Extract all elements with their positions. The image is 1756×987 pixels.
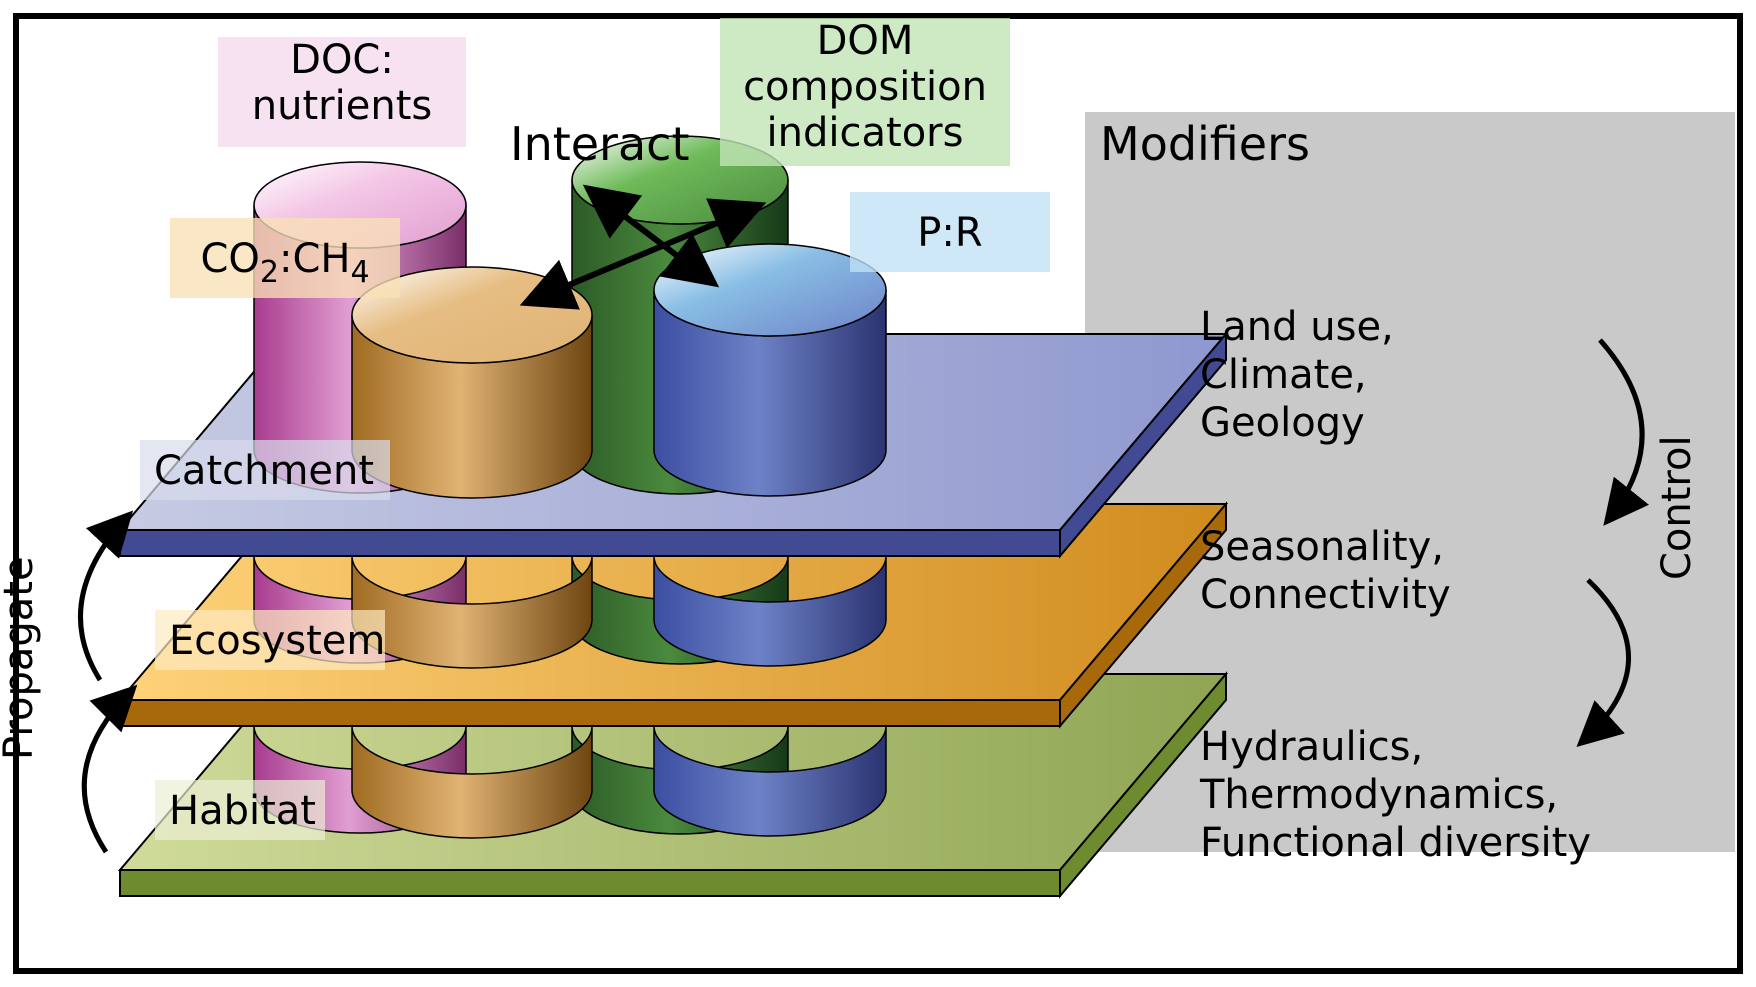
modifier-line: Land use, xyxy=(1200,304,1394,350)
modifier-line: Geology xyxy=(1200,400,1365,446)
indicator-text-pr: P:R xyxy=(917,210,982,256)
layer-label-habitat: Habitat xyxy=(169,788,316,834)
modifier-line: Climate, xyxy=(1200,352,1367,398)
layer-label-catchment: Catchment xyxy=(154,448,374,494)
interact-label: Interact xyxy=(510,117,690,171)
propagate-label: Propagate xyxy=(0,556,42,760)
modifier-line: Hydraulics, xyxy=(1200,724,1423,770)
indicator-text-doc: nutrients xyxy=(252,83,432,129)
modifier-line: Connectivity xyxy=(1200,572,1451,618)
indicator-text-dom: indicators xyxy=(767,110,964,156)
modifier-line: Thermodynamics, xyxy=(1199,772,1558,818)
modifier-line: Functional diversity xyxy=(1200,820,1591,866)
layer-label-ecosystem: Ecosystem xyxy=(169,618,385,664)
modifiers-title: Modifiers xyxy=(1100,117,1310,171)
indicator-text-doc: DOC: xyxy=(290,37,394,83)
diagram-root: { "canvas":{"width":1756,"height":987,"b… xyxy=(0,0,1756,987)
control-label: Control xyxy=(1654,435,1700,580)
indicator-text-dom: composition xyxy=(743,64,987,110)
indicator-text-dom: DOM xyxy=(817,18,914,64)
indicator-text-co2: CO2:CH4 xyxy=(200,236,369,290)
modifier-line: Seasonality, xyxy=(1200,524,1444,570)
